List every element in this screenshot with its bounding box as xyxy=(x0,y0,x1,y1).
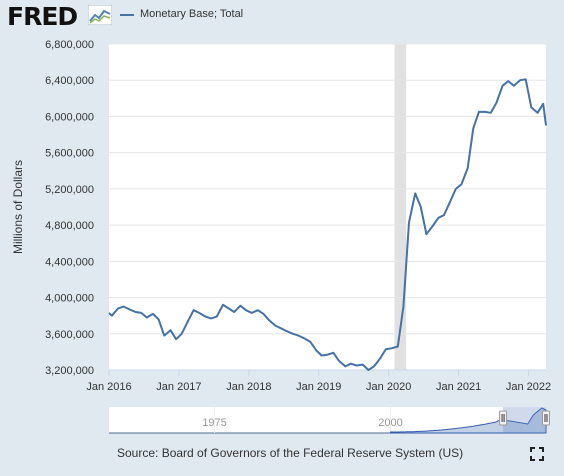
y-tick-label-3: 4,400,000 xyxy=(45,256,94,268)
y-tick-label-6: 5,600,000 xyxy=(45,148,94,160)
plot-area xyxy=(109,44,546,370)
y-tick-label-8: 6,400,000 xyxy=(45,75,94,87)
x-tick-label-0: Jan 2016 xyxy=(86,381,131,393)
navigator-handle-right[interactable] xyxy=(542,410,550,426)
x-axis: Jan 2016 Jan 2017 Jan 2018 Jan 2019 Jan 2020… xyxy=(86,369,551,393)
navigator-selection[interactable] xyxy=(503,407,546,433)
y-axis-label: Millions of Dollars xyxy=(11,160,25,254)
plot-background xyxy=(109,44,546,370)
recession-band-0 xyxy=(394,44,407,370)
x-tick-label-4: Jan 2020 xyxy=(366,381,411,393)
y-tick-label-2: 4,000,000 xyxy=(45,293,94,305)
series-line-0[interactable] xyxy=(108,78,547,371)
fred-logo[interactable]: FRED xyxy=(7,2,78,31)
line-chart[interactable]: 3,200,000 3,600,000 4,000,000 4,400,000 4,80… xyxy=(0,30,564,442)
y-tick-label-1: 3,600,000 xyxy=(45,329,94,341)
navigator-label-0: 1975 xyxy=(202,417,226,429)
source-note: Source: Board of Governors of the Federa… xyxy=(117,446,464,460)
y-tick-label-9: 6,800,000 xyxy=(45,39,94,51)
grid-lines xyxy=(109,43,546,335)
x-tick-label-1: Jan 2017 xyxy=(156,381,201,393)
y-tick-label-7: 6,000,000 xyxy=(45,111,94,123)
y-tick-label-4: 4,800,000 xyxy=(45,220,94,232)
x-tick-label-3: Jan 2019 xyxy=(296,381,341,393)
header: FRED Monetary Base; Total xyxy=(0,0,564,34)
navigator-label-1: 2000 xyxy=(378,417,402,429)
fullscreen-icon[interactable] xyxy=(530,447,544,461)
y-tick-label-5: 5,200,000 xyxy=(45,184,94,196)
x-tick-label-2: Jan 2018 xyxy=(226,381,271,393)
legend-label: Monetary Base; Total xyxy=(140,8,244,20)
range-navigator[interactable]: 1975 2000 xyxy=(109,407,550,434)
x-tick-label-5: Jan 2021 xyxy=(436,381,481,393)
series-layer xyxy=(108,78,547,371)
navigator-series xyxy=(389,407,547,434)
y-tick-label-0: 3,200,000 xyxy=(45,365,94,377)
y-axis: 3,200,000 3,600,000 4,000,000 4,400,000 4,80… xyxy=(45,39,94,377)
legend-swatch xyxy=(120,14,134,16)
recession-shading xyxy=(394,44,407,370)
x-tick-label-6: Jan 2022 xyxy=(506,381,551,393)
trend-chart-icon xyxy=(88,5,112,25)
navigator-handle-left[interactable] xyxy=(499,410,508,426)
